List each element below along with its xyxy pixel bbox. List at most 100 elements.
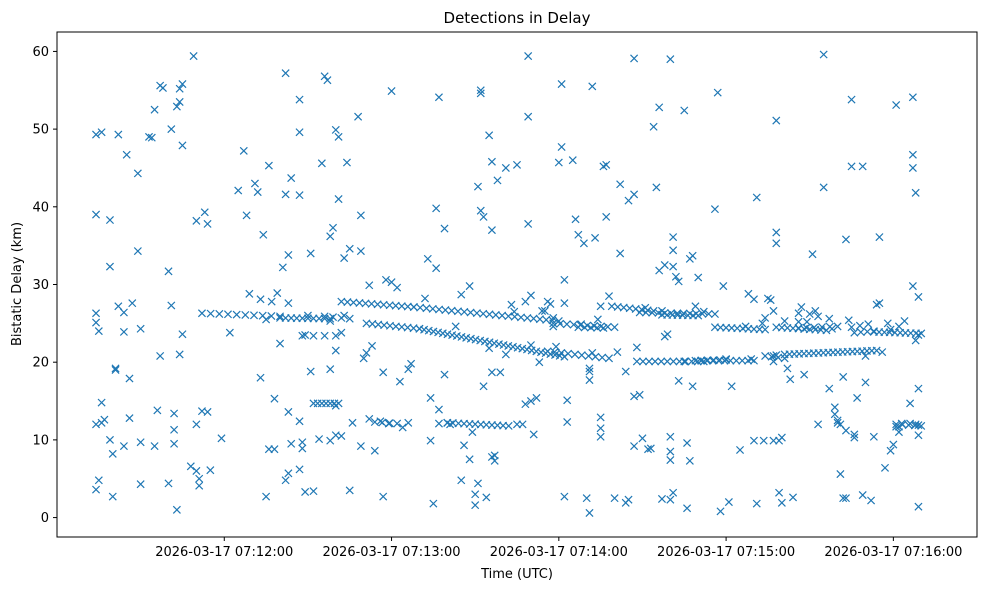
detection-marker	[434, 405, 443, 414]
y-axis-label: Bistatic Delay (km)	[10, 222, 25, 346]
detection-marker	[334, 399, 343, 408]
detection-marker	[794, 309, 803, 318]
detection-marker	[197, 309, 206, 318]
detection-marker	[337, 431, 346, 441]
detection-marker	[92, 210, 101, 219]
detection-marker	[543, 347, 552, 356]
detection-marker	[839, 494, 848, 503]
detection-marker	[504, 312, 513, 321]
detection-marker	[504, 421, 513, 430]
detection-marker	[476, 206, 485, 215]
detection-marker	[472, 309, 481, 318]
detection-marker	[298, 331, 307, 340]
detection-marker	[225, 328, 234, 337]
detection-marker	[703, 356, 712, 365]
detection-marker	[769, 436, 778, 445]
detection-marker	[847, 323, 856, 332]
detection-marker	[487, 226, 496, 235]
detection-marker	[571, 215, 580, 224]
detection-marker	[783, 364, 792, 373]
detection-marker	[814, 420, 823, 429]
detection-marker	[855, 321, 864, 330]
detection-marker	[850, 328, 859, 337]
detection-marker	[328, 313, 338, 322]
detection-marker	[681, 357, 690, 366]
detection-marker	[635, 308, 644, 317]
detection-marker	[287, 439, 296, 448]
detection-marker	[635, 390, 644, 399]
detection-marker	[250, 179, 259, 188]
detection-marker	[485, 131, 494, 140]
detection-marker	[886, 325, 895, 334]
detection-marker	[420, 294, 430, 303]
detection-marker	[340, 254, 349, 263]
detection-marker	[610, 323, 619, 332]
detection-marker	[133, 169, 142, 178]
detection-marker	[688, 382, 697, 391]
detection-marker	[847, 95, 856, 104]
detection-marker	[683, 438, 692, 448]
detection-marker	[172, 102, 181, 111]
detection-marker	[422, 304, 431, 313]
detection-marker	[535, 358, 544, 367]
detection-marker	[524, 219, 533, 228]
detection-marker	[426, 436, 435, 445]
detection-marker	[242, 211, 251, 220]
detection-marker	[910, 421, 919, 430]
detection-marker	[164, 479, 173, 488]
detection-marker	[556, 319, 565, 328]
detection-marker	[206, 309, 215, 318]
detection-marker	[345, 314, 354, 323]
detection-marker	[542, 315, 551, 324]
detection-marker	[883, 319, 892, 328]
detection-marker	[697, 356, 706, 365]
detection-marker	[479, 382, 488, 391]
detection-marker	[738, 356, 747, 365]
detection-marker	[861, 351, 870, 361]
detection-marker	[710, 205, 719, 214]
detection-marker	[223, 310, 233, 319]
detection-marker	[195, 474, 204, 483]
detection-marker	[526, 397, 535, 406]
detection-marker	[651, 357, 660, 366]
detection-marker	[761, 313, 770, 322]
y-tick-label: 20	[32, 356, 49, 371]
detection-marker	[794, 323, 803, 333]
detection-marker	[749, 356, 758, 365]
detection-marker	[407, 359, 416, 368]
detection-marker	[273, 289, 282, 298]
detection-marker	[416, 303, 425, 312]
detection-marker	[284, 407, 293, 416]
detection-marker	[317, 159, 326, 168]
detection-marker	[97, 398, 106, 407]
detection-marker	[655, 103, 664, 112]
detection-marker	[580, 323, 589, 332]
detection-marker	[315, 435, 324, 444]
detection-marker	[440, 370, 449, 379]
detection-marker	[577, 351, 586, 360]
detection-marker	[716, 507, 725, 516]
detection-marker	[326, 316, 335, 326]
detection-marker	[453, 307, 462, 316]
detection-marker	[710, 309, 719, 319]
detection-marker	[819, 50, 828, 59]
detection-marker	[92, 309, 101, 318]
detection-marker	[554, 158, 563, 167]
detection-marker	[94, 327, 103, 336]
detection-marker	[863, 327, 872, 336]
detection-marker	[128, 299, 137, 308]
detection-marker	[460, 307, 469, 316]
detection-marker	[641, 308, 650, 317]
detection-marker	[850, 433, 859, 442]
detection-marker	[538, 306, 547, 315]
detection-marker	[381, 275, 390, 284]
detection-marker	[894, 428, 903, 437]
detection-marker	[158, 83, 167, 92]
detection-marker	[241, 310, 250, 319]
detection-marker	[521, 400, 530, 409]
detection-marker	[546, 299, 555, 308]
detection-marker	[548, 316, 557, 325]
detection-marker	[679, 309, 688, 318]
detection-marker	[526, 291, 535, 300]
detection-marker	[766, 296, 775, 305]
